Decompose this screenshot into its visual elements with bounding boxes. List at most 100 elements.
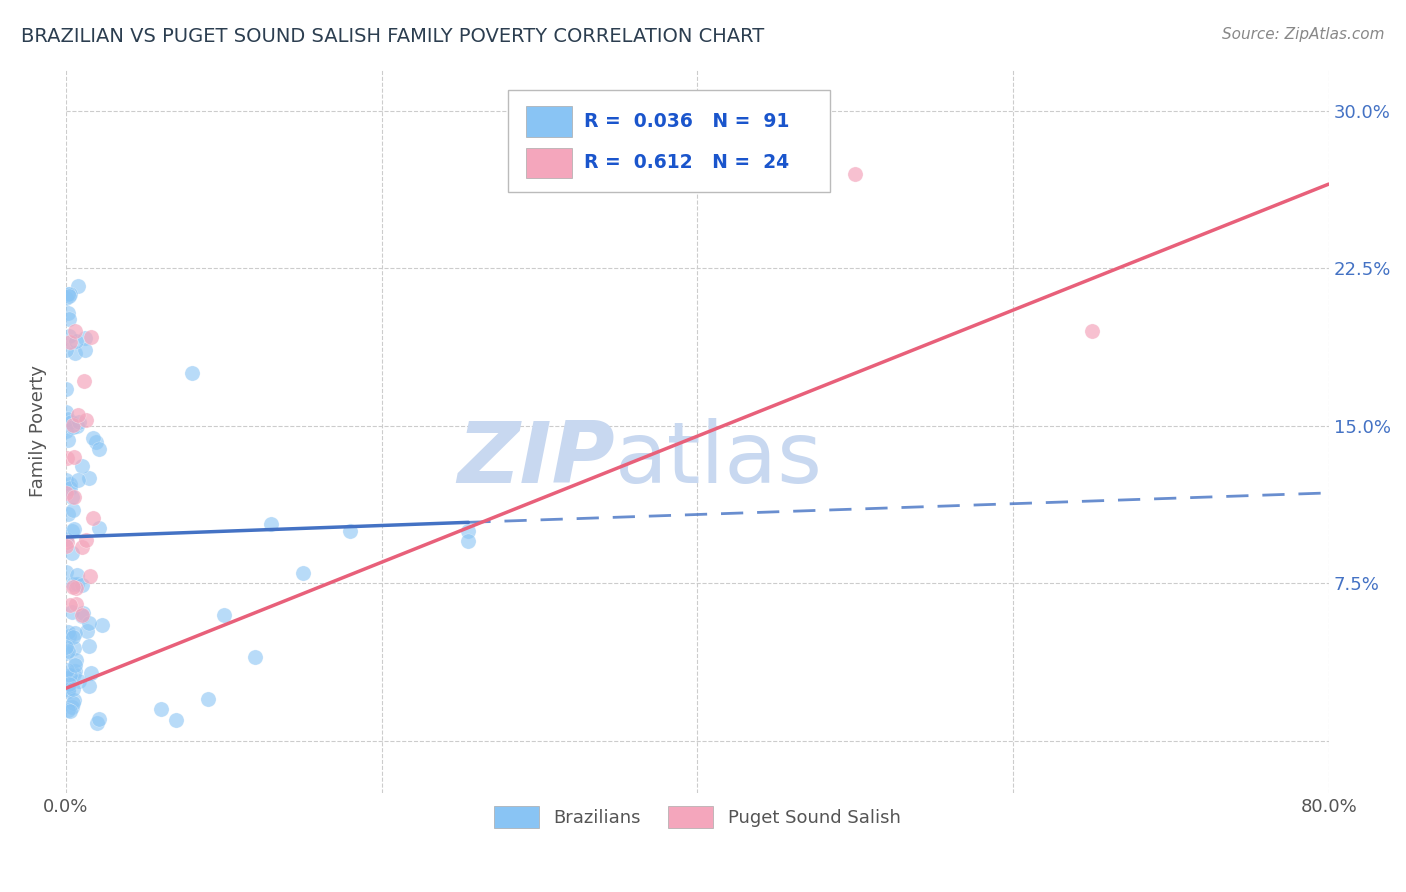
- Point: [63, 658, 86, 673]
- Point: [62, 490, 84, 504]
- Point: [62, 450, 84, 465]
- Point: [70, 609, 93, 624]
- Text: BRAZILIAN VS PUGET SOUND SALISH FAMILY POVERTY CORRELATION CHART: BRAZILIAN VS PUGET SOUND SALISH FAMILY P…: [21, 27, 765, 45]
- Point: [1081, 324, 1104, 338]
- Point: [86, 716, 108, 731]
- Point: [65, 334, 87, 349]
- Point: [62, 503, 84, 517]
- Point: [75, 533, 97, 547]
- Point: [55, 565, 77, 579]
- Point: [56, 411, 79, 425]
- Point: [59, 416, 82, 430]
- Point: [59, 704, 82, 718]
- Point: [55, 663, 77, 677]
- Point: [55, 425, 77, 439]
- Point: [62, 581, 84, 595]
- Point: [76, 624, 98, 638]
- Text: ZIP: ZIP: [457, 418, 616, 501]
- Text: atlas: atlas: [616, 418, 823, 501]
- Point: [60, 524, 83, 539]
- Y-axis label: Family Poverty: Family Poverty: [30, 365, 46, 497]
- Point: [56, 534, 79, 549]
- Point: [56, 434, 79, 448]
- Point: [63, 625, 86, 640]
- Point: [59, 286, 82, 301]
- Point: [55, 532, 77, 546]
- Point: [56, 683, 79, 698]
- Point: [77, 471, 100, 485]
- Point: [55, 486, 77, 500]
- Point: [87, 712, 110, 726]
- Point: [56, 507, 79, 521]
- Point: [56, 684, 79, 698]
- Point: [67, 408, 90, 422]
- Point: [58, 329, 80, 343]
- Text: R =  0.036   N =  91: R = 0.036 N = 91: [583, 112, 789, 131]
- Point: [82, 511, 104, 525]
- Point: [72, 374, 94, 388]
- Point: [65, 652, 87, 666]
- Point: [63, 640, 86, 655]
- Point: [59, 476, 82, 491]
- Point: [70, 458, 93, 473]
- Point: [70, 578, 93, 592]
- Point: [73, 330, 96, 344]
- Point: [245, 649, 267, 664]
- Point: [55, 343, 77, 357]
- Point: [65, 581, 87, 595]
- FancyBboxPatch shape: [526, 147, 572, 178]
- Point: [212, 607, 235, 622]
- Point: [55, 539, 77, 553]
- Point: [89, 521, 111, 535]
- Point: [70, 608, 93, 623]
- Point: [72, 606, 94, 620]
- Point: [62, 419, 84, 434]
- Point: [70, 540, 93, 554]
- Point: [56, 306, 79, 320]
- Point: [260, 517, 283, 532]
- Point: [77, 639, 100, 653]
- Point: [79, 679, 101, 693]
- Point: [56, 671, 79, 685]
- Point: [58, 288, 80, 302]
- Point: [79, 569, 101, 583]
- Text: R =  0.612   N =  24: R = 0.612 N = 24: [583, 153, 789, 172]
- Point: [84, 435, 107, 450]
- Point: [181, 366, 204, 380]
- Point: [63, 666, 86, 681]
- Point: [66, 419, 89, 434]
- Point: [67, 278, 90, 293]
- Legend: Brazilians, Puget Sound Salish: Brazilians, Puget Sound Salish: [486, 798, 908, 835]
- Point: [197, 691, 219, 706]
- Point: [59, 481, 82, 495]
- FancyBboxPatch shape: [526, 106, 572, 136]
- Point: [63, 325, 86, 339]
- Point: [59, 667, 82, 681]
- Point: [55, 405, 77, 419]
- Point: [87, 442, 110, 456]
- Point: [55, 473, 77, 487]
- Point: [58, 629, 80, 643]
- Point: [67, 473, 90, 487]
- Point: [75, 343, 97, 358]
- Point: [165, 713, 187, 727]
- Point: [844, 167, 866, 181]
- Point: [56, 644, 79, 658]
- Point: [79, 615, 101, 630]
- Point: [58, 334, 80, 349]
- Point: [55, 382, 77, 396]
- Point: [291, 566, 314, 580]
- Point: [67, 674, 90, 689]
- Point: [62, 630, 84, 644]
- Point: [56, 451, 79, 466]
- Point: [75, 413, 97, 427]
- Point: [65, 664, 87, 678]
- Point: [58, 624, 80, 639]
- Point: [82, 431, 104, 445]
- Point: [60, 700, 83, 714]
- Point: [65, 345, 87, 359]
- Point: [60, 606, 83, 620]
- Point: [65, 597, 87, 611]
- Point: [149, 702, 172, 716]
- Point: [67, 415, 90, 429]
